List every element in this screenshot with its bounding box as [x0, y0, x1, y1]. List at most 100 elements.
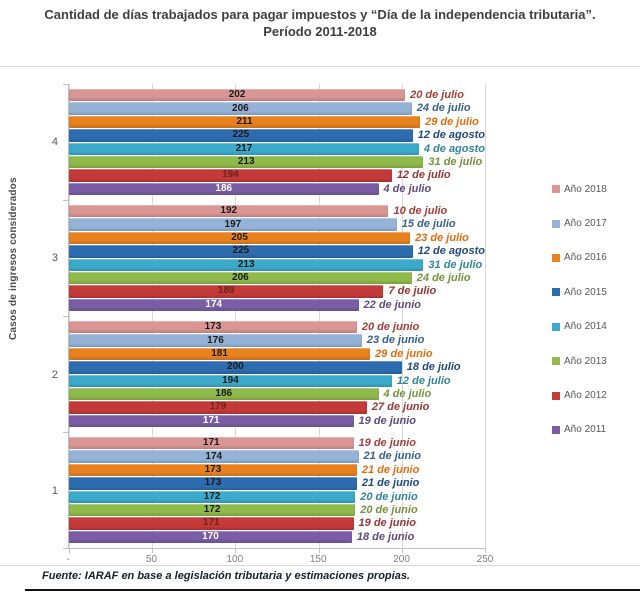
bar-año-2018: 173	[69, 320, 357, 334]
bar-group-4: 202 20 de julio 206 24 de julio 211 29 de jul…	[69, 84, 485, 200]
bar-group-2: 173 20 de junio 176 23 de junio 181 29 de jun…	[69, 316, 485, 432]
bar-row: 171 19 de junio	[69, 517, 485, 530]
gridline	[485, 84, 486, 548]
y-axis-category-labels: 4 3 2 1	[0, 84, 64, 549]
bar-año-2018: 171	[69, 436, 354, 450]
bar-value-label: 172	[203, 504, 221, 516]
bar-date-label: 18 de junio	[356, 530, 415, 543]
bar-date-label: 12 de agosto	[417, 129, 485, 142]
chart-title: Cantidad de días trabajados para pagar i…	[0, 6, 640, 40]
x-axis-tick	[318, 548, 320, 553]
bar-año-2015: 225	[69, 245, 413, 258]
legend-label: Año 2017	[564, 218, 607, 230]
bar-date-label: 23 de junio	[366, 334, 425, 347]
bar-date-label: 4 de julio	[383, 387, 432, 400]
category-label-2: 2	[51, 368, 58, 381]
bar-value-label: 211	[236, 115, 253, 127]
legend-label: Año 2018	[564, 183, 607, 195]
legend-marker-icon	[552, 391, 560, 400]
bar-value-label: 173	[204, 321, 222, 333]
bar-row: 206 24 de julio	[69, 102, 485, 115]
bar-value-label: 194	[222, 374, 239, 386]
y-axis-tick	[63, 84, 69, 85]
category-label-1: 1	[51, 484, 58, 497]
x-tick-label: 100	[226, 554, 244, 565]
bar-date-label: 29 de julio	[425, 115, 479, 128]
x-axis-tick	[401, 548, 403, 553]
bar-row: 173 21 de junio	[69, 463, 485, 477]
y-axis-tick	[63, 548, 69, 549]
bar-date-label: 12 de julio	[396, 374, 451, 387]
bar-date-label: 20 de junio	[360, 503, 418, 516]
bar-value-label: 174	[205, 298, 223, 310]
bar-row: 194 12 de julio	[69, 374, 485, 387]
bar-date-label: 24 de julio	[416, 102, 471, 115]
bar-row: 200 18 de julio	[69, 361, 485, 374]
x-axis-tick	[235, 548, 237, 553]
footer-divider	[25, 589, 640, 591]
x-tick-label: 50	[145, 554, 157, 565]
bar-row: 172 20 de junio	[69, 503, 485, 517]
bar-row: 211 29 de julio	[69, 115, 485, 129]
y-axis-tick	[63, 432, 69, 433]
bar-date-label: 21 de junio	[361, 477, 420, 490]
bar-value-label: 174	[205, 450, 223, 462]
bar-año-2011: 174	[69, 298, 359, 312]
bar-date-label: 20 de julio	[410, 88, 464, 101]
chart-area: Casos de ingresos considerados 202 20 de …	[0, 66, 640, 566]
bar-año-2018: 202	[69, 88, 406, 102]
legend-marker-icon	[552, 425, 560, 434]
legend-label: Año 2014	[564, 321, 607, 333]
bar-row: 213 31 de julio	[69, 155, 485, 169]
bar-value-label: 197	[224, 218, 242, 230]
x-axis-tick	[485, 548, 486, 553]
bar-año-2015: 200	[69, 361, 402, 374]
bar-año-2012: 171	[69, 517, 354, 530]
legend-label: Año 2013	[564, 355, 607, 367]
bar-año-2017: 176	[69, 334, 362, 347]
gridline	[69, 84, 70, 548]
chart-title-line1: Cantidad de días trabajados para pagar i…	[44, 7, 596, 22]
bar-value-label: 192	[220, 205, 238, 217]
bar-año-2016: 181	[69, 347, 371, 361]
bar-row: 206 24 de julio	[69, 271, 485, 285]
footer: Fuente: IARAF en base a legislación trib…	[0, 566, 640, 595]
legend-label: Año 2012	[564, 390, 607, 402]
legend-marker-icon	[552, 288, 560, 297]
bar-value-label: 225	[232, 245, 250, 257]
bar-date-label: 19 de junio	[358, 414, 416, 427]
bar-group-3: 192 10 de julio 197 15 de julio 205 23 de jul…	[69, 200, 485, 316]
legend-item-año-2016: Año 2016	[552, 241, 638, 275]
bar-value-label: 172	[203, 490, 221, 502]
legend-item-año-2014: Año 2014	[552, 310, 638, 344]
bar-año-2011: 171	[69, 414, 354, 428]
bar-date-label: 23 de julio	[415, 231, 469, 244]
bar-año-2011: 186	[69, 182, 379, 196]
bar-date-label: 18 de julio	[406, 361, 461, 374]
gridline	[401, 84, 403, 548]
bar-row: 194 12 de julio	[69, 169, 485, 182]
bar-group-1: 171 19 de junio 174 21 de junio 173 21 de jun…	[69, 432, 485, 548]
y-axis-tick	[63, 200, 69, 201]
legend-marker-icon	[552, 185, 560, 194]
bar-row: 172 20 de junio	[69, 490, 485, 503]
bar-value-label: 176	[207, 334, 224, 346]
bar-value-label: 173	[204, 463, 222, 475]
source-note: Fuente: IARAF en base a legislación trib…	[42, 570, 410, 582]
bar-año-2017: 174	[69, 450, 359, 463]
bar-row: 174 21 de junio	[69, 450, 485, 463]
bar-date-label: 20 de junio	[361, 320, 420, 333]
bar-value-label: 171	[202, 517, 220, 529]
legend-label: Año 2016	[564, 252, 607, 264]
bar-row: 170 18 de junio	[69, 530, 485, 544]
bar-año-2016: 211	[69, 115, 421, 129]
bar-value-label: 170	[202, 530, 219, 542]
bar-value-label: 179	[209, 401, 227, 413]
bar-año-2017: 197	[69, 218, 397, 231]
bar-año-2017: 206	[69, 102, 412, 115]
bar-value-label: 206	[232, 102, 249, 114]
bar-date-label: 21 de junio	[363, 450, 421, 463]
bar-value-label: 194	[222, 169, 239, 181]
bar-date-label: 4 de julio	[383, 182, 432, 195]
x-axis-tick	[69, 548, 70, 553]
